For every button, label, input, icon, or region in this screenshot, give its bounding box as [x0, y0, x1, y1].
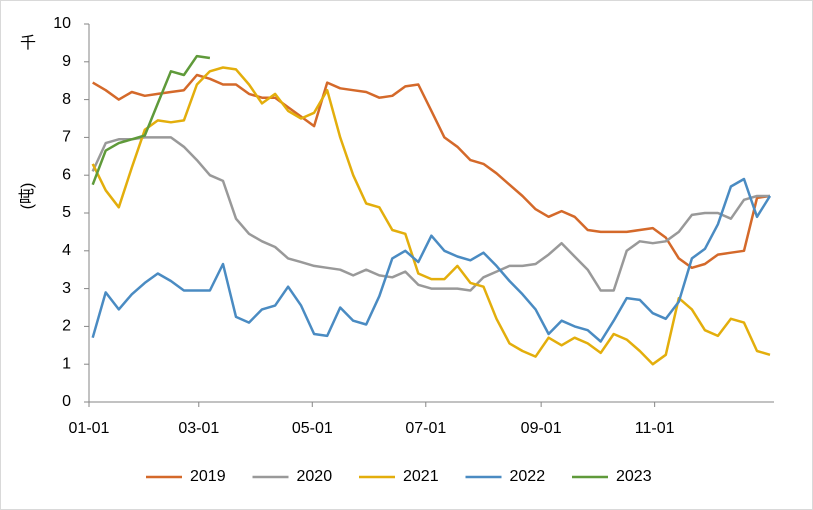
y-tick-label: 4	[62, 242, 71, 259]
y-tick-label: 10	[53, 15, 71, 32]
legend-label: 2019	[190, 468, 226, 485]
x-tick-label: 07-01	[405, 420, 446, 437]
x-tick-label: 01-01	[69, 420, 110, 437]
series-line	[91, 66, 771, 366]
y-axis-label: (吨)	[18, 183, 36, 210]
y-tick-label: 8	[62, 91, 71, 108]
y-tick-label: 9	[62, 53, 71, 70]
y-tick-label: 2	[62, 318, 71, 335]
y-tick-label: 5	[62, 204, 71, 221]
y-tick-label: 0	[62, 393, 71, 410]
series-line	[92, 73, 771, 270]
legend-label: 2022	[510, 468, 546, 485]
x-tick-label: 05-01	[292, 420, 333, 437]
y-tick-label: 7	[62, 129, 71, 146]
x-tick-label: 11-01	[635, 420, 675, 437]
y-axis-label-top: 千	[20, 34, 36, 52]
x-tick-label: 03-01	[178, 420, 219, 437]
y-tick-label: 1	[62, 355, 71, 372]
legend-label: 2021	[403, 468, 439, 485]
x-tick-label: 09-01	[521, 420, 562, 437]
y-tick-label: 3	[62, 280, 71, 297]
legend-label: 2020	[297, 468, 333, 485]
y-tick-label: 6	[62, 166, 71, 183]
legend-label: 2023	[616, 468, 652, 485]
series-line	[91, 54, 211, 186]
series-line	[91, 177, 772, 343]
series-line	[91, 136, 770, 292]
